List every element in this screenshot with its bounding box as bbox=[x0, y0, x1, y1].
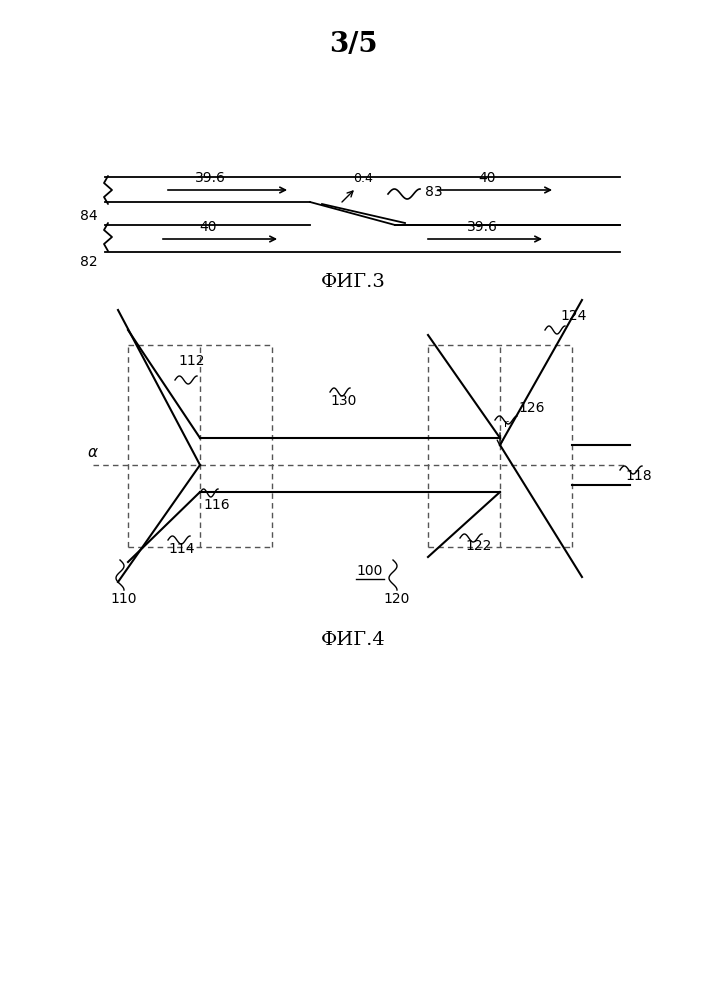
Text: 112: 112 bbox=[178, 354, 204, 368]
Text: 116: 116 bbox=[203, 498, 230, 512]
Text: 126: 126 bbox=[518, 401, 544, 415]
Text: ФИГ.4: ФИГ.4 bbox=[321, 631, 385, 649]
Text: 100: 100 bbox=[357, 564, 383, 578]
Text: 82: 82 bbox=[81, 255, 98, 269]
Text: 83: 83 bbox=[425, 185, 443, 199]
Text: r: r bbox=[504, 419, 508, 429]
Text: 39.6: 39.6 bbox=[467, 220, 498, 234]
Text: 40: 40 bbox=[478, 171, 496, 185]
Text: α: α bbox=[88, 445, 98, 460]
Text: 3/5: 3/5 bbox=[329, 31, 378, 58]
Text: 130: 130 bbox=[330, 394, 356, 408]
Text: 114: 114 bbox=[168, 542, 194, 556]
Text: 84: 84 bbox=[81, 209, 98, 223]
Text: 122: 122 bbox=[465, 539, 491, 553]
Text: 110: 110 bbox=[110, 592, 136, 606]
Text: 120: 120 bbox=[383, 592, 409, 606]
Text: 118: 118 bbox=[625, 469, 652, 483]
Text: 124: 124 bbox=[560, 309, 586, 323]
Text: ФИГ.3: ФИГ.3 bbox=[320, 273, 385, 291]
Text: 39.6: 39.6 bbox=[194, 171, 226, 185]
Text: 40: 40 bbox=[199, 220, 217, 234]
Text: 0.4: 0.4 bbox=[353, 172, 373, 185]
